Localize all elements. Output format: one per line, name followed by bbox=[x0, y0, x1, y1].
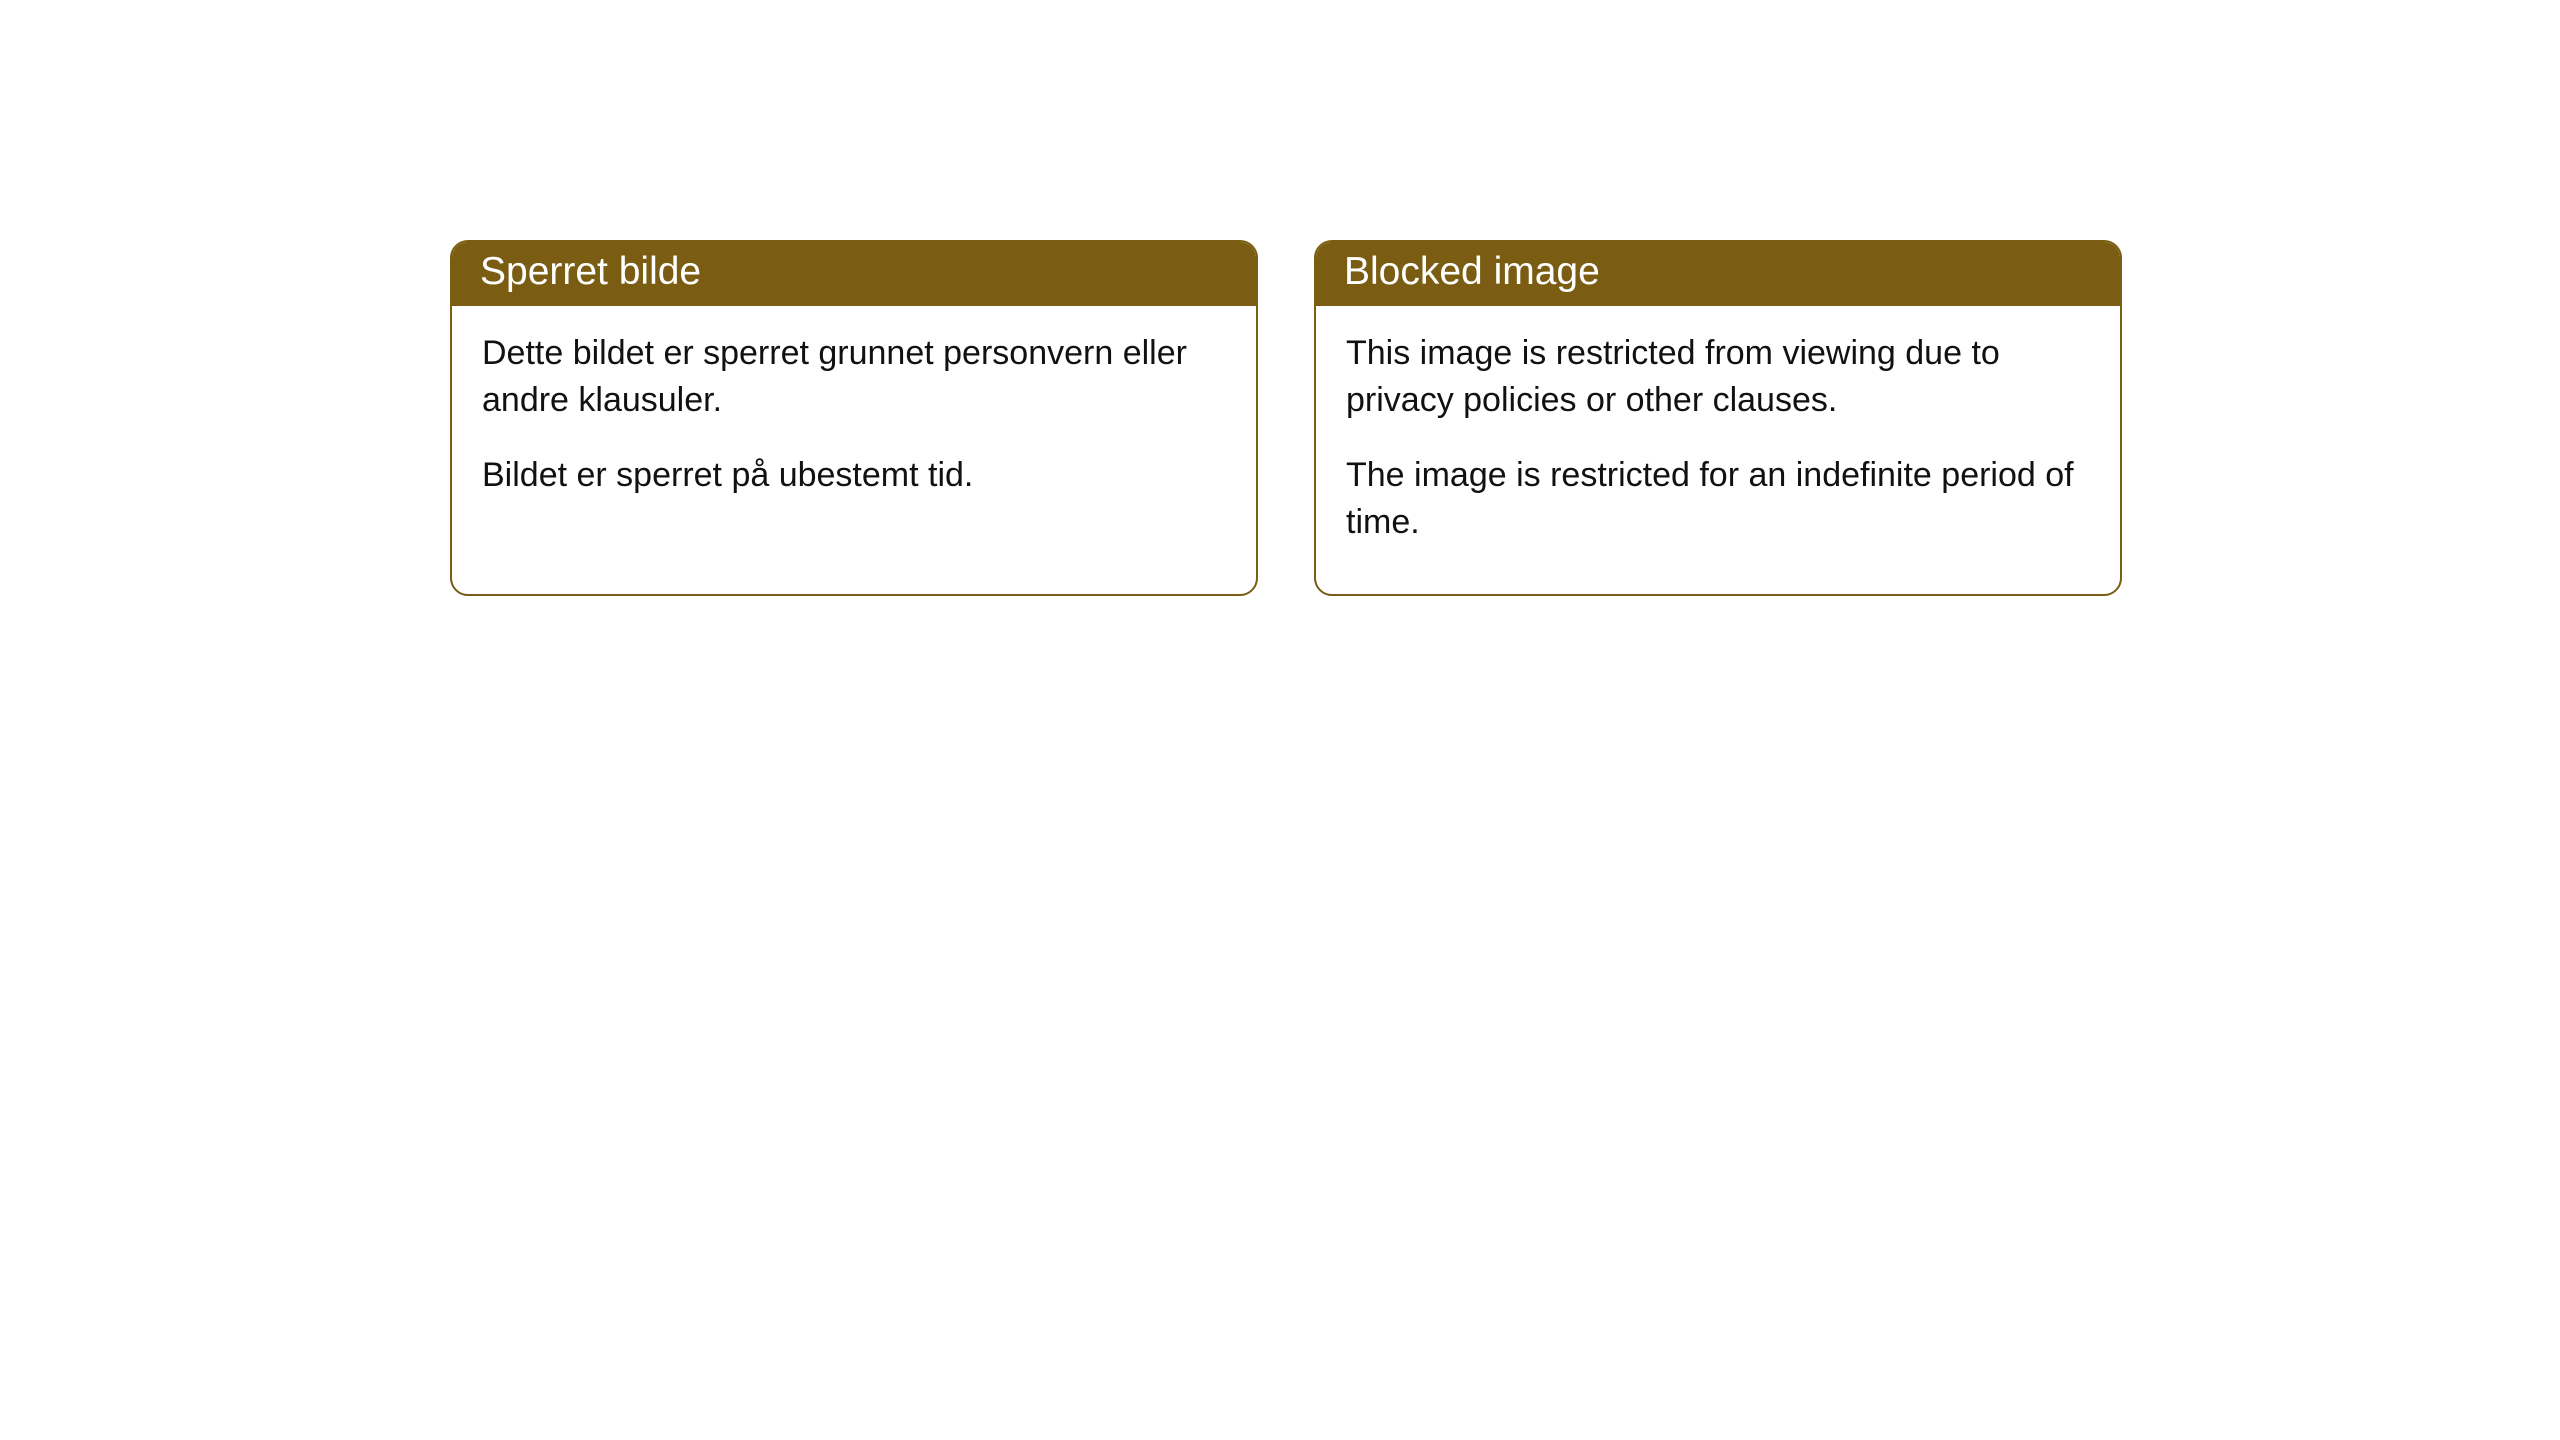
card-body: Dette bildet er sperret grunnet personve… bbox=[452, 306, 1256, 547]
card-title: Blocked image bbox=[1316, 242, 2120, 306]
card-title: Sperret bilde bbox=[452, 242, 1256, 306]
card-paragraph: Bildet er sperret på ubestemt tid. bbox=[482, 452, 1226, 499]
card-paragraph: The image is restricted for an indefinit… bbox=[1346, 452, 2090, 546]
card-body: This image is restricted from viewing du… bbox=[1316, 306, 2120, 594]
card-paragraph: Dette bildet er sperret grunnet personve… bbox=[482, 330, 1226, 424]
card-paragraph: This image is restricted from viewing du… bbox=[1346, 330, 2090, 424]
card-blocked-no: Sperret bilde Dette bildet er sperret gr… bbox=[450, 240, 1258, 596]
card-blocked-en: Blocked image This image is restricted f… bbox=[1314, 240, 2122, 596]
cards-row: Sperret bilde Dette bildet er sperret gr… bbox=[450, 240, 2122, 596]
